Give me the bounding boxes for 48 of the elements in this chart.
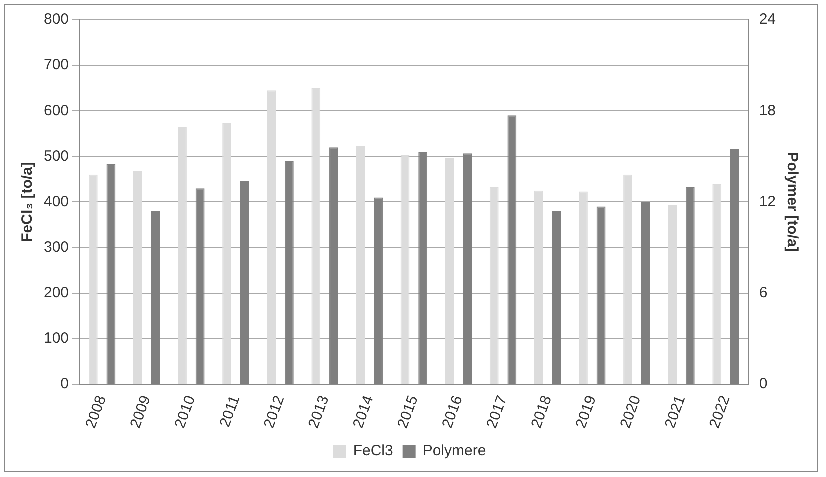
legend-label: Polymere (422, 442, 486, 460)
legend-label: FeCl3 (353, 442, 394, 460)
y2-tick-label: 0 (759, 376, 768, 393)
x-tick-label: 2012 (260, 394, 288, 431)
y-tick-label: 100 (44, 330, 70, 348)
y-tick-label: 0 (60, 376, 70, 393)
y-tick-label: 400 (44, 193, 70, 210)
x-tick-label: 2010 (172, 394, 200, 431)
bar (312, 88, 321, 384)
x-tick-label: 2018 (528, 394, 556, 431)
x-tick-label: 2020 (617, 394, 645, 431)
bar (579, 192, 588, 384)
y-tick-label: 500 (44, 148, 70, 165)
bar (668, 205, 678, 384)
y-tick-label: 200 (44, 284, 70, 302)
bar (445, 158, 454, 384)
y-axis-title: FeCl₃ [to/a] (19, 162, 36, 242)
x-tick-label: 2008 (82, 394, 110, 431)
x-tick-label: 2015 (394, 394, 422, 431)
bar (222, 123, 232, 384)
bar (400, 155, 410, 384)
y2-tick-label: 6 (759, 284, 768, 302)
bar (712, 184, 722, 384)
x-tick-label: 2009 (127, 394, 155, 431)
y2-axis-title: Polymer [to/a] (784, 152, 801, 252)
bar (624, 174, 632, 384)
x-tick-label: 2011 (216, 394, 244, 430)
bar (267, 90, 276, 384)
bar (133, 171, 142, 384)
x-tick-label: 2021 (662, 394, 690, 431)
bar (490, 187, 499, 384)
y2-tick-label: 18 (759, 102, 776, 120)
y2-tick-label: 24 (759, 11, 776, 28)
bar (88, 174, 98, 384)
y2-tick-label: 12 (759, 193, 776, 210)
bar (356, 146, 366, 384)
bar (178, 127, 187, 384)
y-tick-label: 600 (44, 102, 70, 120)
x-tick-label: 2017 (484, 394, 511, 431)
bar (534, 190, 544, 384)
x-tick-label: 2022 (706, 394, 734, 431)
x-tick-label: 2014 (350, 394, 378, 431)
x-tick-label: 2016 (438, 394, 466, 431)
x-tick-label: 2013 (305, 394, 333, 431)
y-tick-label: 700 (44, 56, 70, 74)
y-tick-label: 300 (44, 238, 70, 256)
x-tick-label: 2019 (572, 394, 600, 431)
y-tick-label: 800 (44, 11, 70, 28)
